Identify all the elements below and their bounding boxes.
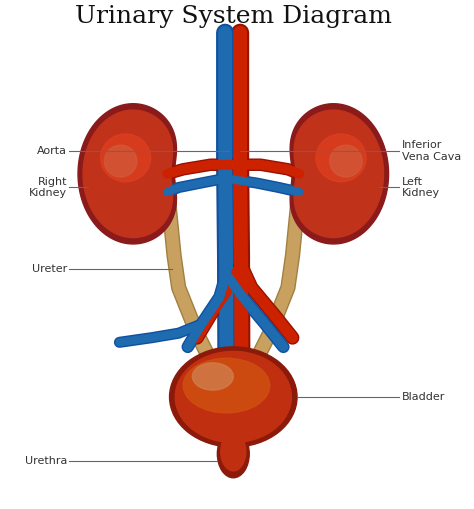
Text: Bladder: Bladder	[402, 392, 445, 402]
Text: Left
Kidney: Left Kidney	[402, 177, 440, 199]
Polygon shape	[290, 104, 389, 244]
Text: Urethra: Urethra	[25, 456, 67, 466]
Polygon shape	[78, 104, 176, 244]
Polygon shape	[229, 436, 238, 445]
Ellipse shape	[100, 134, 151, 182]
Ellipse shape	[330, 145, 362, 177]
Text: Urinary System Diagram: Urinary System Diagram	[75, 5, 392, 29]
Text: Right
Kidney: Right Kidney	[29, 177, 67, 199]
Ellipse shape	[175, 351, 292, 442]
Ellipse shape	[316, 134, 366, 182]
Ellipse shape	[192, 363, 233, 390]
Text: Aorta: Aorta	[37, 146, 67, 156]
Ellipse shape	[104, 145, 137, 177]
Polygon shape	[227, 436, 240, 447]
Polygon shape	[83, 110, 173, 238]
Ellipse shape	[170, 347, 297, 447]
Ellipse shape	[221, 432, 246, 471]
Ellipse shape	[218, 430, 249, 478]
Text: Inferior
Vena Cava: Inferior Vena Cava	[402, 140, 461, 162]
Polygon shape	[294, 110, 383, 238]
Text: Ureter: Ureter	[32, 265, 67, 274]
Ellipse shape	[183, 358, 270, 413]
